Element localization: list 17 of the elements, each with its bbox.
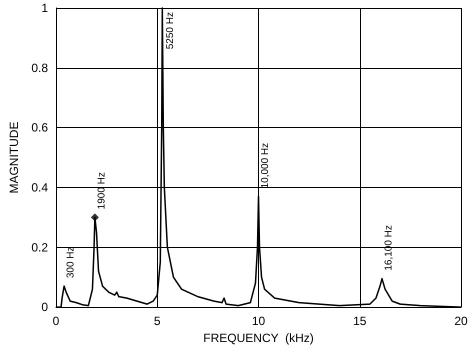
y-tick-label: 0.8: [31, 60, 48, 75]
y-tick-label: 0.4: [31, 180, 48, 194]
annotation: 1900 Hz: [96, 172, 108, 210]
x-tick-label: 10: [252, 314, 266, 328]
annotation: 5250 Hz: [164, 12, 176, 50]
y-tick-label: 1: [41, 1, 48, 15]
y-tick-label: 0.2: [31, 240, 48, 254]
x-tick-label: 5: [154, 314, 161, 328]
annotation: 10,000 Hz: [260, 142, 271, 188]
y-tick-label: 0: [41, 300, 48, 314]
x-tick-label: 15: [353, 314, 367, 328]
x-tick-label: 20: [454, 314, 468, 328]
x-axis-title: FREQUENCY (kHz): [203, 331, 314, 345]
y-tick-label: 0.6: [31, 120, 48, 135]
y-axis-title: MAGNITUDE: [7, 122, 21, 194]
annotation: 16,100 Hz: [384, 225, 395, 271]
x-tick-label: 0: [52, 314, 60, 328]
